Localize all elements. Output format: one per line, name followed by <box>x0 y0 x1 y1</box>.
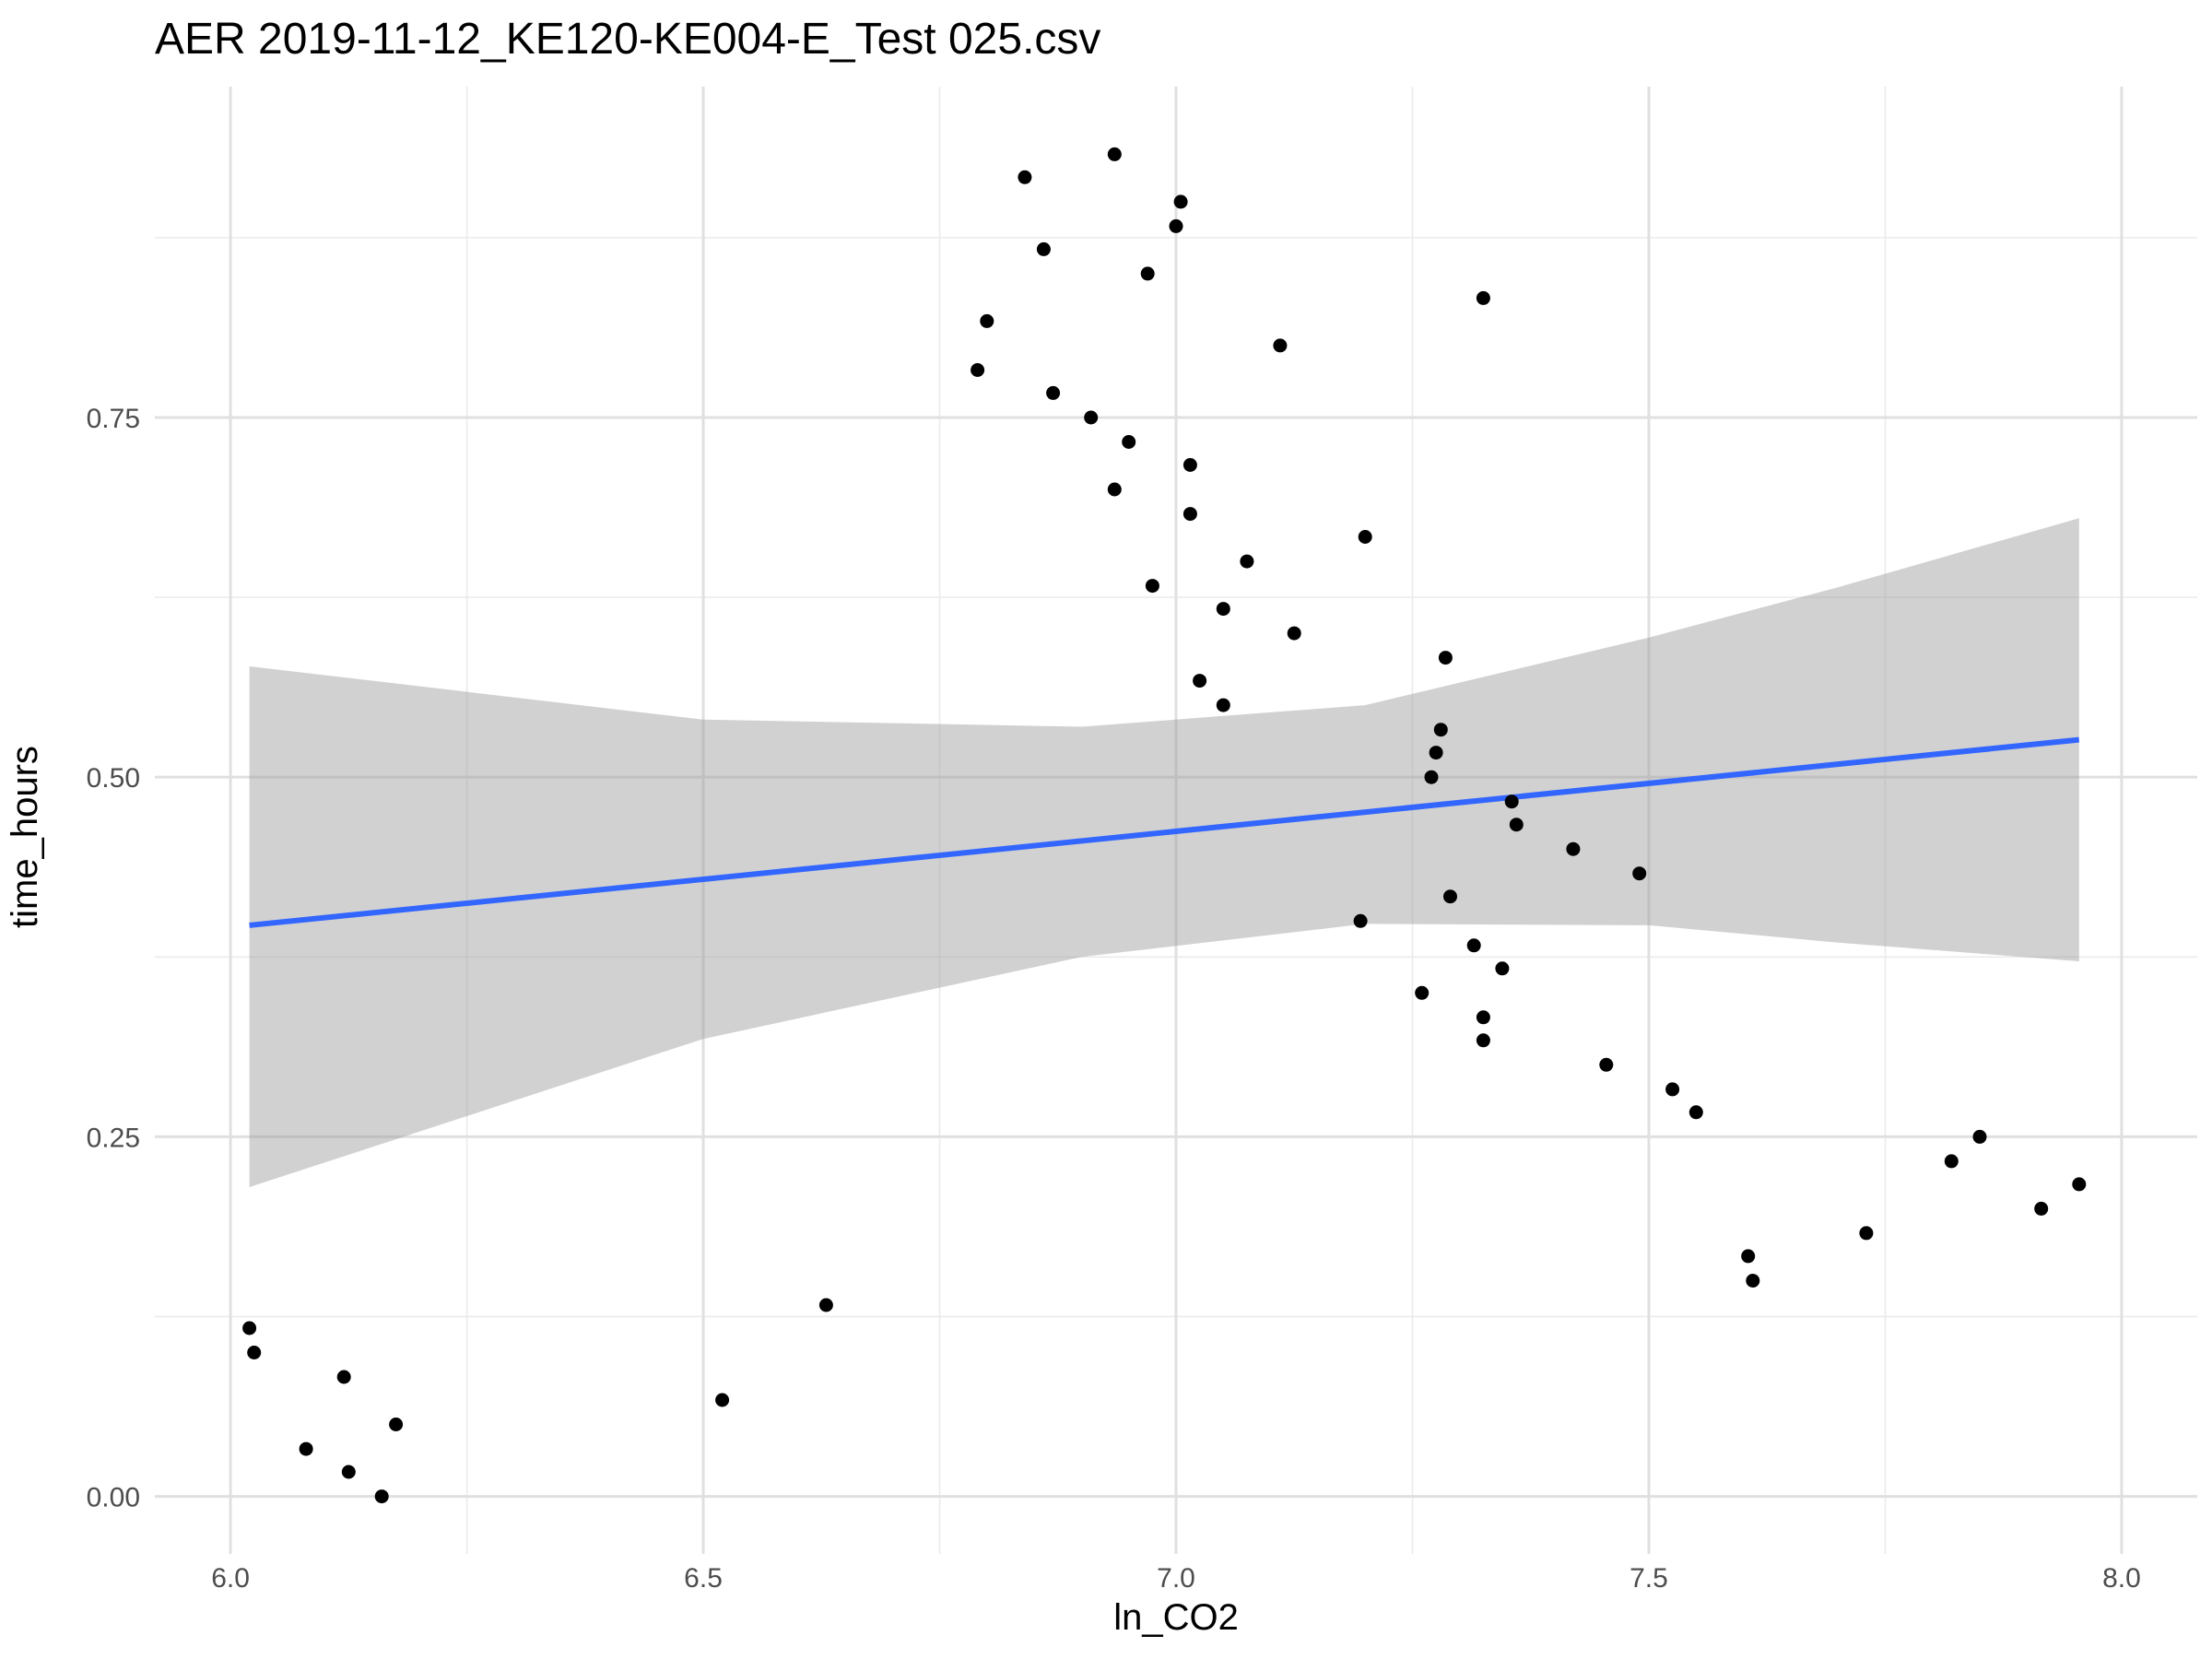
data-point-3 <box>336 1370 351 1384</box>
data-point-32 <box>1415 985 1430 1000</box>
data-point-27 <box>1240 554 1254 569</box>
data-point-34 <box>1429 746 1443 760</box>
data-point-24 <box>1193 674 1207 688</box>
data-point-50 <box>1741 1249 1756 1264</box>
data-point-44 <box>1509 818 1524 832</box>
data-point-23 <box>1182 458 1197 472</box>
data-point-52 <box>1859 1226 1874 1241</box>
data-point-7 <box>715 1393 730 1407</box>
chart-title: AER 2019-11-12_KE120-KE004-E_Test 025.cs… <box>155 15 1100 64</box>
x-axis-ticks: 6.0 6.5 7.0 7.5 8.0 <box>211 1563 2141 1594</box>
data-point-36 <box>1438 651 1453 665</box>
data-point-16 <box>1107 147 1122 161</box>
x-tick-label-3: 7.5 <box>1630 1563 1668 1594</box>
data-point-15 <box>1107 482 1122 497</box>
data-point-6 <box>389 1418 404 1431</box>
data-point-31 <box>1358 530 1372 544</box>
data-point-20 <box>1169 218 1183 233</box>
y-tick-label-2: 0.50 <box>87 763 140 794</box>
data-point-48 <box>1665 1082 1680 1097</box>
data-point-42 <box>1495 961 1510 976</box>
confidence-band <box>249 518 2079 1187</box>
data-point-39 <box>1476 1033 1490 1048</box>
data-point-21 <box>1173 194 1188 209</box>
data-points <box>242 147 2087 1504</box>
x-tick-label-1: 6.5 <box>684 1563 723 1594</box>
data-point-2 <box>299 1441 313 1456</box>
data-point-41 <box>1476 290 1490 305</box>
data-point-19 <box>1145 579 1159 594</box>
fit-line-layer <box>249 736 2080 928</box>
data-point-45 <box>1566 841 1581 856</box>
y-axis-ticks: 0.00 0.25 0.50 0.75 <box>87 404 140 1513</box>
data-point-38 <box>1466 938 1481 953</box>
major-gridlines <box>155 87 2197 1554</box>
data-point-17 <box>1122 435 1136 449</box>
data-point-55 <box>2034 1201 2049 1216</box>
data-point-1 <box>247 1346 262 1359</box>
data-point-40 <box>1476 1010 1490 1025</box>
data-point-49 <box>1688 1105 1703 1120</box>
data-point-26 <box>1216 602 1230 617</box>
data-point-4 <box>341 1465 356 1479</box>
data-point-25 <box>1216 698 1230 712</box>
data-point-9 <box>971 363 985 377</box>
data-point-56 <box>2072 1177 2087 1192</box>
y-tick-label-1: 0.25 <box>87 1123 140 1153</box>
data-point-5 <box>374 1489 389 1504</box>
data-point-13 <box>1046 385 1061 400</box>
x-axis-title: ln_CO2 <box>1113 1597 1239 1638</box>
data-point-46 <box>1599 1057 1614 1072</box>
data-point-51 <box>1746 1274 1760 1288</box>
data-point-10 <box>980 313 994 328</box>
y-tick-label-0: 0.00 <box>87 1483 140 1513</box>
data-point-14 <box>1084 410 1099 425</box>
confidence-band-layer <box>249 518 2079 1187</box>
data-point-54 <box>1972 1129 1987 1144</box>
data-point-28 <box>1273 338 1288 353</box>
data-point-0 <box>242 1321 257 1335</box>
y-tick-label-3: 0.75 <box>87 404 140 434</box>
data-point-33 <box>1424 770 1439 784</box>
x-tick-label-2: 7.0 <box>1157 1563 1195 1594</box>
x-tick-label-0: 6.0 <box>211 1563 250 1594</box>
data-point-22 <box>1182 507 1197 522</box>
regression-line <box>249 736 2080 928</box>
y-axis-title: time_hours <box>5 746 45 928</box>
data-point-47 <box>1632 866 1647 881</box>
x-tick-label-4: 8.0 <box>2102 1563 2141 1594</box>
data-point-30 <box>1353 913 1368 928</box>
data-point-18 <box>1140 266 1155 281</box>
data-point-37 <box>1443 889 1457 904</box>
data-point-35 <box>1433 723 1448 737</box>
data-point-12 <box>1036 241 1051 256</box>
data-point-8 <box>818 1298 833 1312</box>
data-point-29 <box>1287 626 1301 641</box>
data-point-11 <box>1018 170 1032 184</box>
data-point-43 <box>1504 794 1519 809</box>
data-point-53 <box>1944 1154 1959 1169</box>
